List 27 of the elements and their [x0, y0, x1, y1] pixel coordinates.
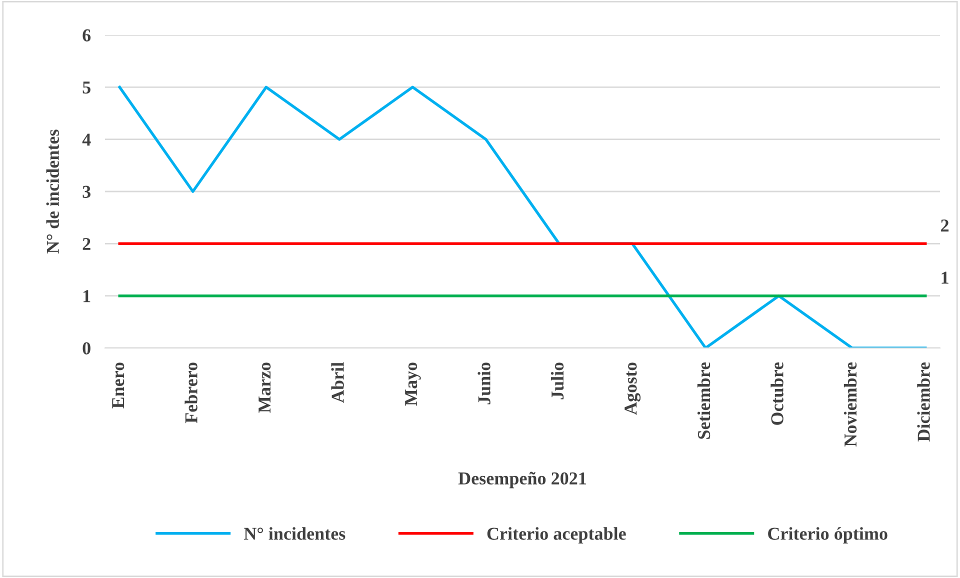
- x-tick-label: Octubre: [770, 362, 784, 425]
- y-axis-title: N° de incidentes: [46, 130, 59, 254]
- y-tick-label: 1: [84, 290, 90, 302]
- x-tick-label: Noviembre: [844, 362, 857, 446]
- x-tick-label: Setiembre: [697, 362, 710, 439]
- legend-label: Criterio aceptable: [487, 527, 626, 544]
- y-tick-label: 0: [82, 342, 90, 354]
- x-tick-label: Febrero: [184, 362, 198, 424]
- line-series: [118, 86, 927, 348]
- x-tick-label: Abril: [331, 362, 344, 403]
- legend-label: N° incidentes: [244, 527, 346, 540]
- x-tick-label: Julio: [550, 362, 564, 400]
- x-tick-label: Mayo: [405, 362, 421, 406]
- y-tick-label: 4: [82, 134, 91, 146]
- y-tick-label: 5: [82, 82, 90, 94]
- x-tick-label: Marzo: [258, 362, 271, 413]
- data-label: 2: [941, 220, 949, 232]
- y-tick-label: 3: [82, 186, 90, 198]
- y-tick-label: 2: [82, 238, 90, 250]
- legend-label: Criterio óptimo: [768, 527, 888, 544]
- x-tick-label: Agosto: [624, 362, 641, 415]
- x-tick-label: Enero: [112, 362, 124, 408]
- data-label: 1: [942, 272, 948, 284]
- y-tick-label: 6: [82, 29, 91, 42]
- x-tick-label: Junio: [478, 362, 490, 404]
- x-axis-title: Desempeño 2021: [458, 472, 586, 488]
- x-tick-label: Diciembre: [917, 362, 930, 442]
